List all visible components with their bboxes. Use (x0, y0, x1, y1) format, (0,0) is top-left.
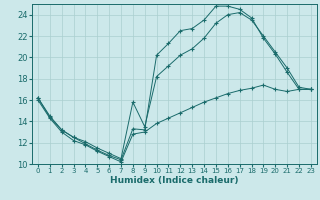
X-axis label: Humidex (Indice chaleur): Humidex (Indice chaleur) (110, 176, 239, 185)
